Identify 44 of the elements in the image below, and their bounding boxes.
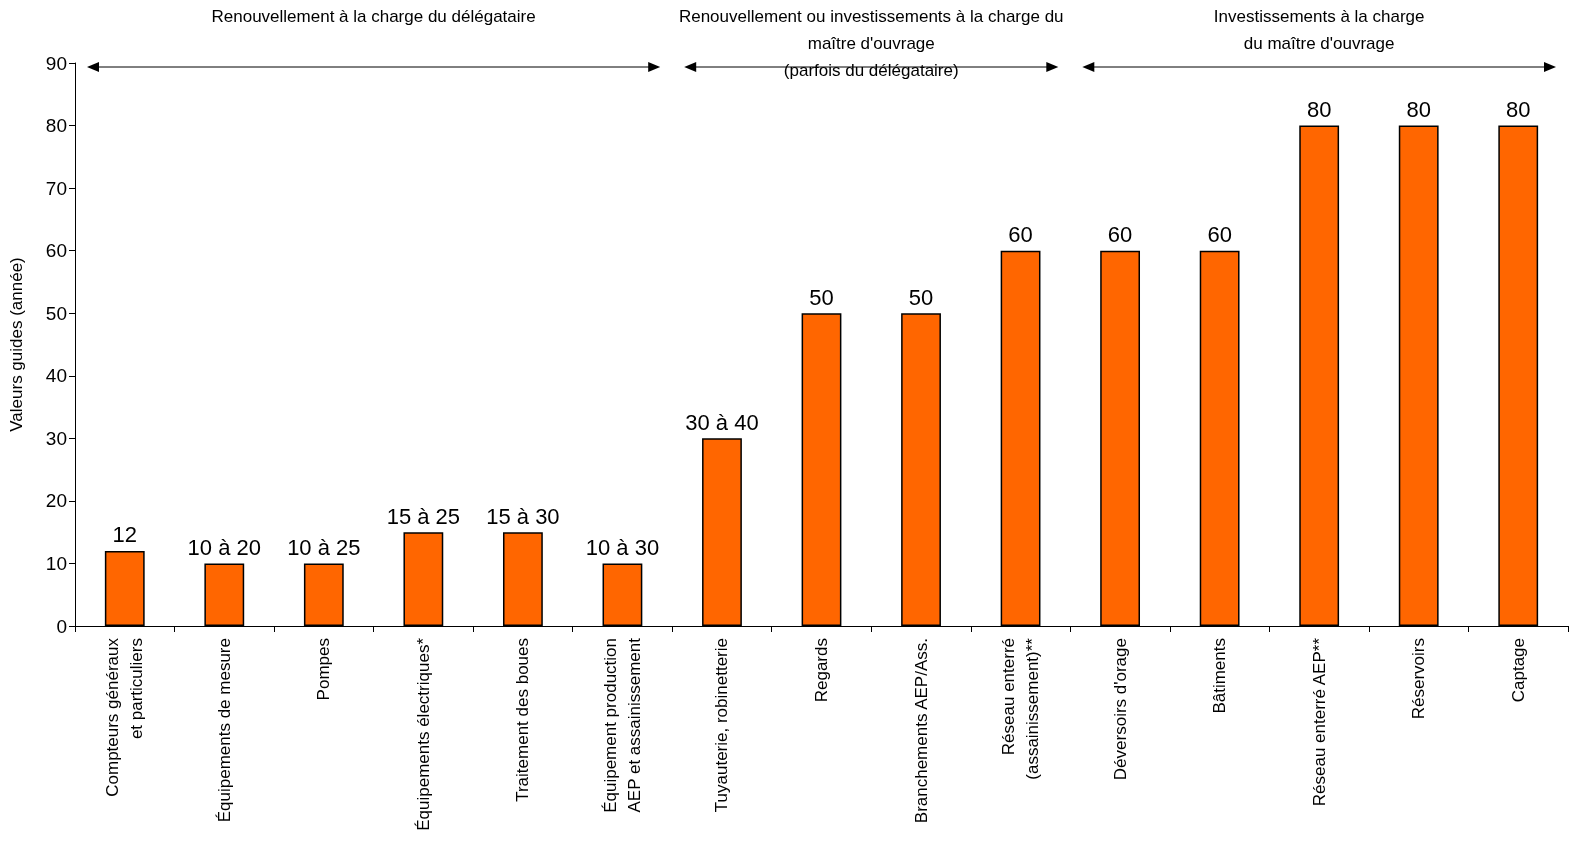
y-tick-label: 30 — [45, 427, 67, 449]
data-label: 15 à 30 — [486, 503, 560, 529]
y-tick-label: 60 — [45, 240, 67, 262]
y-tick-label: 90 — [45, 52, 67, 74]
data-label: 80 — [1406, 97, 1431, 123]
x-tick-label: Regards — [812, 638, 831, 703]
data-label: 60 — [1008, 222, 1033, 248]
text: Investissements à la charge du maître d'ouvrage — [1212, 6, 1426, 55]
data-label: 60 — [1107, 222, 1133, 248]
data-label: 60 — [1207, 222, 1232, 248]
data-label: 12 — [112, 522, 138, 548]
y-tick-label: 20 — [45, 490, 67, 512]
x-tick-label: Déversoirs d'orage — [1110, 638, 1130, 781]
data-label: 30 à 40 — [685, 409, 759, 435]
text: Renouvellement à la charge du délégataire — [210, 6, 537, 28]
y-tick-label: 0 — [56, 615, 67, 637]
y-tick-label: 40 — [45, 365, 67, 387]
data-label: 15 à 25 — [386, 503, 461, 529]
x-tick-label: Branchements AEP/Ass. — [911, 638, 931, 824]
y-tick-label: 80 — [45, 115, 67, 137]
x-tick-label: Équipements de mesure — [214, 638, 234, 823]
x-tick-label: Captage — [1508, 638, 1528, 703]
data-label: 10 à 25 — [287, 534, 361, 560]
data-label: 50 — [809, 284, 834, 310]
x-tick-label: Pompes — [314, 638, 334, 701]
x-tick-label: Tuyauterie, robinetterie — [712, 638, 732, 813]
annotation: Renouvellement ou investissements à la charge du maître d'ouvrage (parfois du délégataire) — [677, 6, 1065, 82]
y-tick-label: 10 — [45, 552, 67, 574]
x-tick-label: Réseau enterré AEP** — [1309, 637, 1329, 807]
x-tick-label: Réseau enterré (assainissement)** — [999, 637, 1043, 780]
x-tick-label: Traitement des boues — [513, 638, 533, 802]
data-label: 10 à 30 — [585, 534, 660, 560]
data-label: 80 — [1505, 97, 1531, 123]
y-axis-title: Valeurs guides (année) — [7, 257, 26, 432]
y-tick-label: 70 — [45, 177, 67, 199]
x-tick-label: Bâtiments — [1210, 638, 1230, 714]
x-tick-label: Équipements électriques* — [413, 637, 433, 831]
data-label: 50 — [908, 284, 934, 310]
x-tick-label: Réservoirs — [1409, 638, 1429, 720]
x-tick-label: Équipement production AEP et assainissement — [600, 637, 644, 813]
data-label: 80 — [1306, 97, 1332, 123]
x-tick-label: Compteurs généraux et particuliers — [103, 637, 147, 797]
y-tick-label: 50 — [45, 302, 67, 324]
data-label: 10 à 20 — [187, 534, 261, 560]
